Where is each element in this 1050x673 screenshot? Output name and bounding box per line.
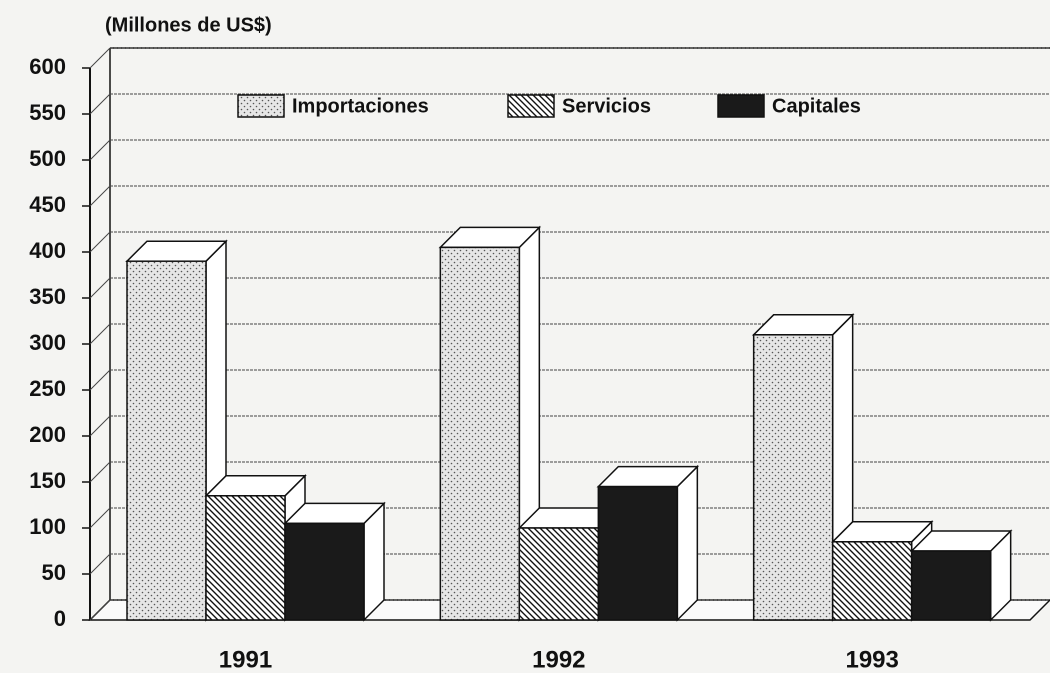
legend-swatch — [717, 94, 765, 118]
grid-line-side — [89, 599, 111, 621]
legend-swatch — [507, 94, 555, 118]
grid-line-side — [89, 231, 111, 253]
bar — [205, 495, 286, 621]
y-tick-label: 500 — [29, 146, 66, 171]
grid-line-side — [89, 185, 111, 207]
y-tick-label: 150 — [29, 468, 66, 493]
bar — [439, 246, 521, 621]
y-tick-label: 0 — [54, 606, 66, 631]
axis-title: (Millones de US$) — [105, 14, 272, 36]
legend-label: Servicios — [562, 95, 651, 117]
y-tick-label: 550 — [29, 100, 66, 125]
bar — [752, 334, 834, 621]
x-tick-label: 1991 — [219, 646, 272, 673]
bar — [126, 260, 207, 621]
y-tick-label: 450 — [29, 192, 66, 217]
y-tick-label: 250 — [29, 376, 66, 401]
grid-line-side — [89, 93, 111, 115]
x-tick-label: 1992 — [532, 646, 585, 673]
legend-label: Capitales — [772, 95, 861, 117]
grid-line-side — [89, 139, 111, 161]
grid-line-side — [89, 461, 111, 483]
bar — [518, 527, 600, 621]
grid-line-side — [89, 415, 111, 437]
y-tick-label: 400 — [29, 238, 66, 263]
legend-label: Importaciones — [292, 95, 429, 117]
legend-swatch — [237, 94, 285, 118]
x-tick-label: 1993 — [845, 646, 898, 673]
bar-side — [676, 464, 699, 622]
grid-line-side — [89, 47, 111, 69]
bar — [831, 541, 913, 621]
bar — [910, 550, 992, 621]
grid-line-side — [89, 369, 111, 391]
y-tick-label: 300 — [29, 330, 66, 355]
y-tick-label: 100 — [29, 514, 66, 539]
y-tick-label: 350 — [29, 284, 66, 309]
grid-line-side — [89, 277, 111, 299]
bar — [284, 522, 365, 621]
grid-line-side — [89, 323, 111, 345]
y-tick-label: 600 — [29, 54, 66, 79]
bar — [597, 485, 679, 621]
y-tick-label: 50 — [42, 560, 66, 585]
grid-line-side — [89, 507, 111, 529]
y-tick-label: 200 — [29, 422, 66, 447]
grid-line-side — [89, 553, 111, 575]
